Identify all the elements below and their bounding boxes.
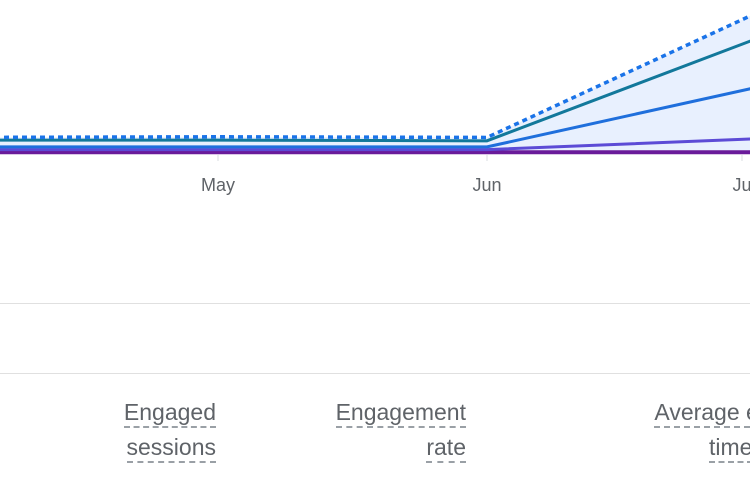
series-line-2: [0, 39, 750, 143]
range-band: [0, 16, 750, 153]
x-tick-label: Jun: [472, 175, 501, 195]
column-header-line: Engaged: [123, 399, 216, 428]
column-header-line: sessions: [126, 434, 216, 463]
series-line-4: [0, 137, 750, 152]
column-header-line: Engagement: [335, 399, 466, 428]
column-header-line: time per s: [709, 434, 750, 463]
series-line-3: [0, 87, 750, 149]
x-tick-label: Ju: [732, 175, 750, 195]
column-header-average-engagement-time[interactable]: Average engag time per s: [654, 395, 750, 465]
table-header-divider: [0, 373, 750, 374]
section-divider: [0, 303, 750, 304]
column-header-line: rate: [426, 434, 466, 463]
column-header-line: Average engag: [654, 399, 750, 428]
column-header-engaged-sessions[interactable]: Engaged sessions: [123, 395, 216, 465]
x-tick-label: May: [201, 175, 235, 195]
x-axis: May Jun Ju: [201, 155, 750, 195]
confidence-band: [0, 16, 750, 153]
chart-series: [0, 14, 750, 155]
line-chart: May Jun Ju: [0, 14, 750, 195]
series-line-1: [0, 14, 750, 140]
column-header-engagement-rate[interactable]: Engagement rate: [335, 395, 466, 465]
